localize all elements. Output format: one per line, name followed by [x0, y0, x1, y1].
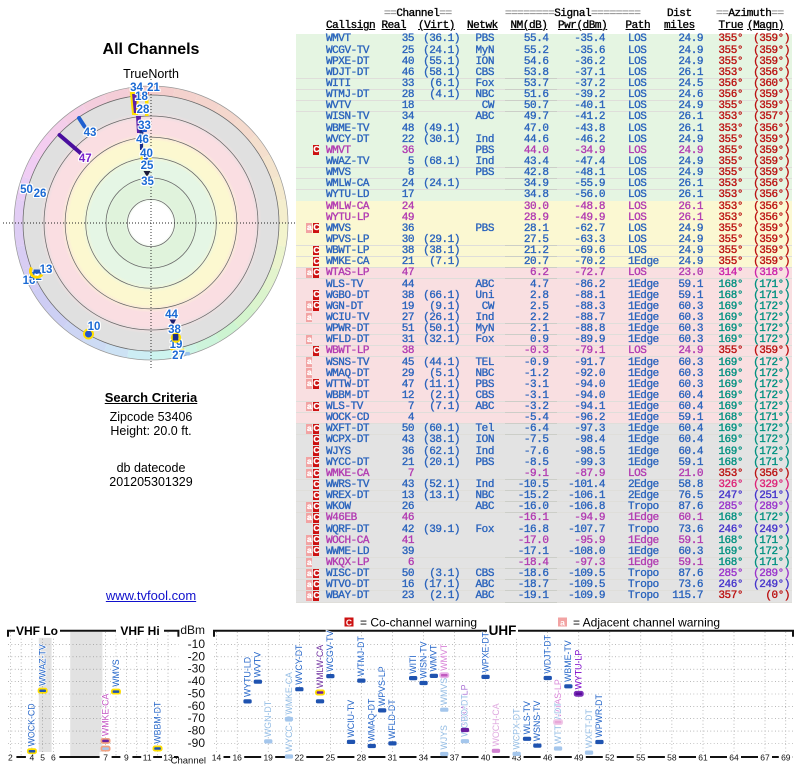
- svg-text:WCGV-TV: WCGV-TV: [325, 631, 335, 672]
- svg-text:13: 13: [163, 753, 173, 763]
- svg-text:49: 49: [574, 753, 584, 763]
- svg-text:34: 34: [419, 753, 429, 763]
- svg-text:Channel: Channel: [171, 756, 206, 767]
- svg-text:31: 31: [388, 753, 398, 763]
- svg-text:WOCK-CD: WOCK-CD: [27, 703, 37, 746]
- svg-text:WYTU-LD: WYTU-LD: [242, 657, 252, 697]
- svg-text:WMKE-CA: WMKE-CA: [100, 693, 110, 736]
- svg-text:WPWR-DT: WPWR-DT: [594, 693, 604, 737]
- svg-text:25: 25: [326, 753, 336, 763]
- svg-text:WMVS: WMVS: [111, 659, 121, 686]
- svg-text:UHF: UHF: [489, 623, 517, 638]
- svg-text:9: 9: [124, 753, 129, 763]
- svg-text:WMLW-CA: WMLW-CA: [315, 645, 325, 688]
- svg-text:WVTV: WVTV: [253, 652, 263, 678]
- svg-text:WPVS-LP: WPVS-LP: [377, 666, 387, 706]
- svg-text:WWAZ-TV: WWAZ-TV: [37, 644, 47, 686]
- svg-text:-40: -40: [188, 674, 206, 688]
- svg-text:WMVS: WMVS: [439, 678, 449, 705]
- svg-text:-30: -30: [188, 662, 206, 676]
- svg-text:WSNS-TV: WSNS-TV: [532, 701, 542, 742]
- svg-text:61: 61: [698, 753, 708, 763]
- svg-text:14: 14: [212, 753, 222, 763]
- svg-text:VHF Lo: VHF Lo: [16, 624, 58, 638]
- svg-text:WCIU-TV: WCIU-TV: [346, 700, 356, 738]
- svg-text:WGBO-DT: WGBO-DT: [460, 694, 470, 737]
- svg-text:WISN-TV: WISN-TV: [418, 641, 428, 678]
- svg-text:WMKE-CA: WMKE-CA: [284, 672, 294, 715]
- svg-text:-20: -20: [188, 649, 206, 663]
- svg-text:= Adjacent channel warning: = Adjacent channel warning: [573, 616, 720, 630]
- svg-text:55: 55: [636, 753, 646, 763]
- svg-text:11: 11: [143, 753, 152, 763]
- svg-text:4: 4: [30, 753, 35, 763]
- svg-text:WYTU-LP: WYTU-LP: [574, 650, 584, 690]
- svg-text:7: 7: [103, 753, 108, 763]
- svg-text:WDJT-DT: WDJT-DT: [543, 634, 553, 673]
- svg-text:WLS-TV: WLS-TV: [522, 701, 532, 734]
- svg-text:46: 46: [543, 753, 553, 763]
- svg-text:-60: -60: [188, 699, 206, 713]
- svg-text:WTMJ-DT: WTMJ-DT: [356, 636, 366, 677]
- svg-text:-70: -70: [188, 711, 206, 725]
- svg-text:67: 67: [760, 753, 770, 763]
- svg-text:43: 43: [512, 753, 522, 763]
- svg-text:WVCY-DT: WVCY-DT: [294, 644, 304, 685]
- svg-text:2: 2: [8, 753, 13, 763]
- svg-text:WGN-DT: WGN-DT: [263, 700, 273, 737]
- svg-text:6: 6: [51, 753, 56, 763]
- svg-text:37: 37: [450, 753, 460, 763]
- svg-text:WMAQ-DT: WMAQ-DT: [367, 698, 377, 742]
- svg-text:52: 52: [605, 753, 615, 763]
- svg-text:40: 40: [481, 753, 491, 763]
- svg-text:19: 19: [263, 753, 273, 763]
- svg-text:22: 22: [295, 753, 305, 763]
- svg-text:WTAS-LP: WTAS-LP: [553, 679, 563, 718]
- svg-text:WXFT-DT: WXFT-DT: [584, 708, 594, 748]
- svg-text:= Co-channel warning: = Co-channel warning: [360, 616, 477, 630]
- svg-text:WMVT: WMVT: [429, 644, 439, 671]
- svg-text:VHF Hi: VHF Hi: [120, 624, 159, 638]
- svg-text:-80: -80: [188, 724, 206, 738]
- svg-text:WITI: WITI: [408, 655, 418, 674]
- svg-text:69: 69: [781, 753, 791, 763]
- svg-text:WPXE-DT: WPXE-DT: [480, 631, 490, 672]
- svg-text:WBME-TV: WBME-TV: [563, 640, 573, 682]
- svg-text:WYCC-DT: WYCC-DT: [284, 710, 294, 752]
- svg-text:WJYS: WJYS: [439, 725, 449, 750]
- svg-text:WFLD-DT: WFLD-DT: [387, 699, 397, 739]
- svg-text:WOCH-CA: WOCH-CA: [491, 703, 501, 746]
- svg-text:WCPX-DT: WCPX-DT: [511, 708, 521, 750]
- svg-text:WMVT: WMVT: [439, 643, 449, 670]
- svg-text:58: 58: [667, 753, 677, 763]
- svg-text:-50: -50: [188, 687, 206, 701]
- svg-text:-90: -90: [188, 736, 206, 750]
- svg-text:dBm: dBm: [180, 623, 205, 637]
- svg-text:28: 28: [357, 753, 367, 763]
- svg-text:WBBM-DT: WBBM-DT: [152, 701, 162, 744]
- svg-text:C: C: [346, 617, 352, 627]
- svg-text:5: 5: [40, 753, 45, 763]
- svg-text:-10: -10: [188, 637, 206, 651]
- svg-text:64: 64: [729, 753, 739, 763]
- svg-text:16: 16: [232, 753, 242, 763]
- svg-text:WBWT-LP: WBWT-LP: [460, 684, 470, 725]
- svg-text:a: a: [560, 617, 565, 627]
